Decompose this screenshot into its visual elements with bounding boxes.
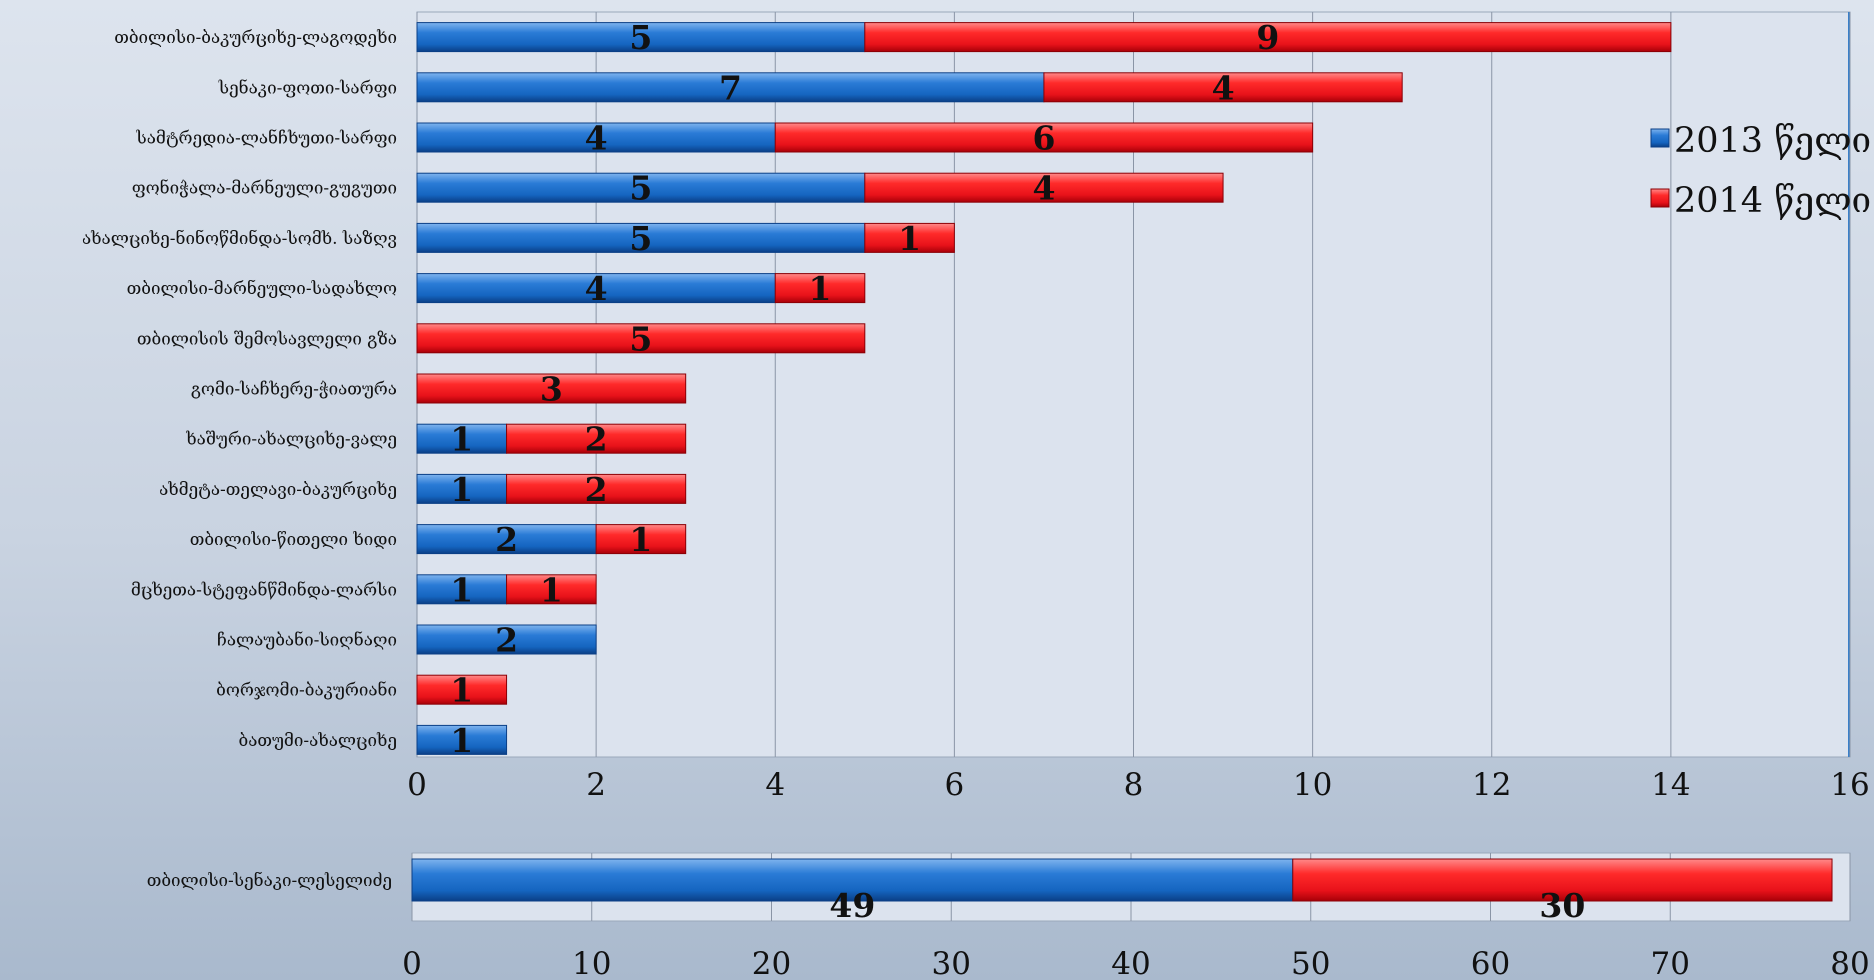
bar-2014 — [774, 122, 1314, 153]
top-x-tick-label: 16 — [1830, 767, 1869, 803]
bar-2013 — [416, 273, 776, 304]
top-category-label: თბილისი-ბაკურციხე-ლაგოდეხი — [114, 28, 397, 48]
bar-2014 — [774, 273, 866, 304]
bar-2014 — [506, 473, 687, 504]
top-category-label: ახალციხე-ნინოწმინდა-სომხ. საზღვ — [82, 229, 397, 249]
bar-value-label: 2 — [495, 520, 518, 559]
bar-value-label: 5 — [629, 219, 652, 258]
bar-2014 — [1043, 72, 1403, 103]
bar-value-label: 6 — [1032, 119, 1055, 158]
bar-value-label: 4 — [585, 119, 608, 158]
bar-2013 — [411, 858, 1294, 902]
bar-2014 — [506, 423, 687, 454]
bar-2014 — [1292, 858, 1833, 902]
bar-value-label: 1 — [450, 470, 473, 509]
bar-2014 — [506, 574, 597, 605]
bar-2013 — [416, 423, 508, 454]
bar-value-label: 2 — [495, 621, 518, 660]
bottom-x-tick-label: 40 — [1111, 946, 1150, 980]
legend-swatch-2014 — [1650, 188, 1670, 208]
top-category-label: ბორჯომი-ბაკურიანი — [216, 681, 397, 701]
bar-2013 — [416, 624, 597, 655]
bar-2014 — [864, 222, 955, 253]
top-category-label: სამტრედია-ლანჩხუთი-სარფი — [135, 129, 397, 149]
legend-label-2014: 2014 წელი — [1674, 181, 1871, 221]
top-category-label: თბილისი-მარნეული-სადახლო — [127, 279, 397, 299]
bottom-x-tick-label: 60 — [1471, 946, 1510, 980]
top-x-tick-label: 0 — [407, 767, 427, 803]
top-category-label: მცხეთა-სტეფანწმინდა-ლარსი — [131, 580, 397, 600]
top-category-label: ხაშური-ახალციხე-ვალე — [185, 430, 397, 450]
bar-value-label: 2 — [585, 470, 608, 509]
top-x-tick-label: 6 — [945, 767, 965, 803]
top-category-label: ფონიჭალა-მარნეული-გუგუთი — [132, 179, 397, 199]
bar-2013 — [416, 172, 866, 203]
top-x-tick-label: 14 — [1651, 767, 1690, 803]
bar-2013 — [416, 222, 866, 253]
bar-value-label: 4 — [1032, 169, 1055, 208]
bar-2014 — [864, 172, 1224, 203]
bottom-x-tick-label: 70 — [1651, 946, 1690, 980]
bar-2013 — [416, 22, 866, 53]
bar-value-label: 1 — [629, 520, 652, 559]
bottom-x-tick-label: 30 — [932, 946, 971, 980]
top-x-tick-label: 8 — [1124, 767, 1144, 803]
bar-value-label: 1 — [450, 570, 473, 609]
bottom-x-tick-label: 80 — [1830, 946, 1869, 980]
bar-2014 — [416, 674, 508, 705]
bar-value-label: 1 — [540, 570, 563, 609]
bar-value-label: 5 — [629, 169, 652, 208]
legend: 2013 წელი 2014 წელი — [1650, 121, 1871, 221]
bar-2014 — [416, 373, 687, 404]
bar-value-label: 5 — [629, 18, 652, 57]
top-category-label: თბილისი-წითელი ხიდი — [190, 530, 397, 550]
bottom-x-tick-label: 0 — [402, 946, 422, 980]
bar-2013 — [416, 473, 508, 504]
bar-value-label: 1 — [898, 219, 921, 258]
bar-value-label: 1 — [809, 269, 832, 308]
legend-label-2013: 2013 წელი — [1674, 121, 1871, 161]
bar-value-label: 1 — [450, 721, 473, 760]
bar-2014 — [595, 524, 687, 555]
bottom-category-label: თბილისი-სენაკი-ლესელიძე — [147, 871, 392, 891]
bar-2013 — [416, 724, 508, 755]
top-category-label: ახმეტა-თელავი-ბაკურციხე — [159, 480, 397, 500]
bar-value-label: 1 — [450, 671, 473, 710]
top-x-tick-label: 2 — [586, 767, 606, 803]
bar-value-label: 1 — [450, 420, 473, 459]
bar-value-label: 5 — [629, 319, 652, 358]
bar-2013 — [416, 122, 776, 153]
bar-2013 — [416, 524, 597, 555]
bottom-x-tick-label: 50 — [1291, 946, 1330, 980]
bar-2014 — [416, 323, 866, 354]
bottom-x-tick-label: 20 — [752, 946, 791, 980]
top-category-label: ჩალაუბანი-სიღნაღი — [217, 631, 397, 651]
bar-2013 — [416, 574, 508, 605]
bar-value-label: 4 — [1212, 68, 1235, 107]
top-category-label: სენაკი-ფოთი-სარფი — [218, 78, 397, 98]
top-plot-right-border — [1848, 12, 1850, 757]
bottom-x-tick-label: 10 — [572, 946, 611, 980]
bar-value-label: 30 — [1539, 886, 1585, 925]
top-category-label: გომი-საჩხერე-ჭიათურა — [191, 380, 397, 400]
top-x-tick-label: 10 — [1293, 767, 1332, 803]
bar-value-label: 4 — [585, 269, 608, 308]
bottom-chart: 0 10 20 30 40 50 60 70 80 თბილისი-სენაკი-ლესელიძე… — [147, 852, 1870, 980]
top-category-label: თბილისის შემოსავლელი გზა — [137, 329, 397, 349]
top-x-tick-label: 12 — [1472, 767, 1511, 803]
bar-value-label: 3 — [540, 370, 563, 409]
bar-2013 — [416, 72, 1045, 103]
bar-value-label: 9 — [1256, 18, 1279, 57]
bar-value-label: 7 — [719, 68, 742, 107]
top-x-tick-label: 4 — [765, 767, 785, 803]
bar-2014 — [864, 22, 1672, 53]
bar-value-label: 2 — [585, 420, 608, 459]
bar-value-label: 49 — [829, 886, 875, 925]
legend-swatch-2013 — [1650, 128, 1670, 148]
top-category-label: ბათუმი-ახალციხე — [239, 731, 397, 751]
